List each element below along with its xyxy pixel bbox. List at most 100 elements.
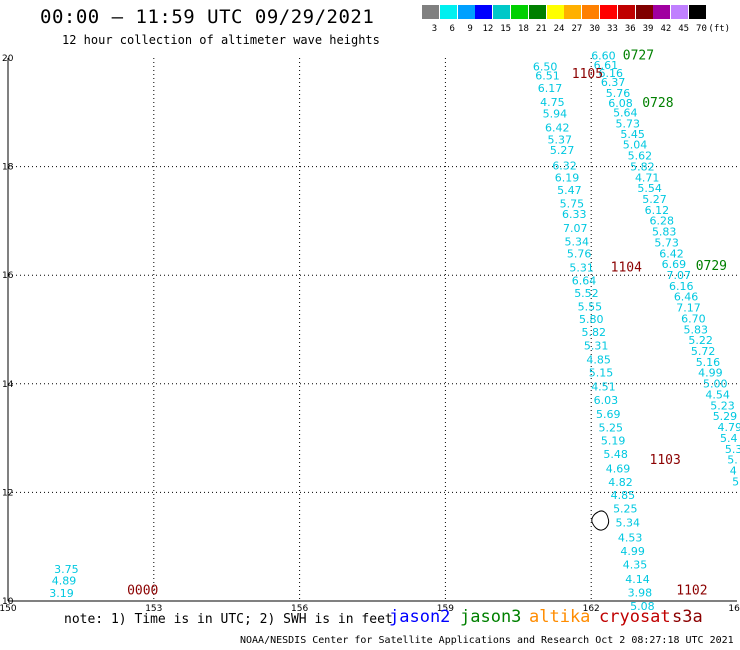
footnote: note: 1) Time is in UTC; 2) SWH is in fe… bbox=[64, 612, 393, 627]
color-swatch bbox=[582, 5, 600, 19]
wave-height-label: 4.69 bbox=[606, 462, 631, 475]
wave-height-label: 4.51 bbox=[591, 380, 616, 393]
color-bar-label: 3 bbox=[431, 24, 438, 34]
wave-height-label: 5.04 bbox=[623, 139, 648, 152]
wave-height-label: 6.50 bbox=[533, 60, 558, 73]
page-title: 00:00 – 11:59 UTC 09/29/2021 bbox=[40, 6, 375, 28]
wave-height-label: 6.46 bbox=[674, 291, 699, 304]
wave-height-label: 4.82 bbox=[608, 476, 633, 489]
color-bar-label: 39 bbox=[642, 24, 654, 34]
color-bar-label: 27 bbox=[571, 24, 583, 34]
color-swatch bbox=[546, 5, 564, 19]
wave-height-label: 4.35 bbox=[623, 558, 648, 571]
color-swatch bbox=[653, 5, 671, 19]
wave-height-label: 5.54 bbox=[637, 182, 662, 195]
wave-height-label: 5.75 bbox=[560, 197, 585, 210]
lon-tick-label: 162 bbox=[583, 604, 600, 614]
wave-height-label: 4.85 bbox=[586, 354, 611, 367]
lat-tick-label: 10 bbox=[2, 597, 14, 607]
wave-height-label: 6.37 bbox=[601, 76, 626, 89]
pass-time-label: 0727 bbox=[623, 49, 654, 64]
satellite-s3a: s3a bbox=[672, 607, 703, 627]
wave-height-label: 6.32 bbox=[552, 159, 577, 172]
pass-time-label: 1104 bbox=[611, 260, 642, 275]
wave-height-label: 5.23 bbox=[710, 399, 735, 412]
lat-tick-label: 18 bbox=[2, 163, 14, 173]
pass-time-label: 0728 bbox=[642, 96, 673, 111]
color-swatch bbox=[617, 5, 635, 19]
color-bar-label: 70 bbox=[696, 24, 707, 34]
color-bar-label: 36 bbox=[624, 24, 636, 34]
color-bar-label: 33 bbox=[607, 24, 618, 34]
pass-time-label: 1103 bbox=[650, 453, 681, 468]
lat-tick-label: 20 bbox=[2, 54, 14, 64]
color-bar-label: 12 bbox=[482, 24, 494, 34]
wave-height-label: 5.47 bbox=[557, 184, 582, 197]
wave-height-label: 4.14 bbox=[625, 573, 650, 586]
color-bar-label: 24 bbox=[553, 24, 565, 34]
color-bar-label: 45 bbox=[678, 24, 690, 34]
pass-time-label: 1105 bbox=[572, 67, 603, 82]
wave-height-label: 5.31 bbox=[569, 261, 594, 274]
lon-tick-label: 156 bbox=[291, 604, 308, 614]
wave-height-label: 4.71 bbox=[635, 171, 660, 184]
color-bar-label: 15 bbox=[500, 24, 512, 34]
color-bar-label: 6 bbox=[449, 24, 455, 34]
wave-height-label: 5.16 bbox=[696, 356, 721, 369]
wave-height-label: 5.80 bbox=[579, 313, 604, 326]
wave-height-label: 5.94 bbox=[543, 108, 568, 121]
wave-height-label: 4.99 bbox=[698, 367, 723, 380]
wave-height-label: 5 bbox=[732, 475, 739, 488]
wave-height-label: 5.82 bbox=[630, 160, 655, 173]
wave-height-label: 6.64 bbox=[572, 274, 597, 287]
color-bar-label: 30 bbox=[589, 24, 601, 34]
wave-height-label: 5.62 bbox=[628, 150, 653, 163]
wave-height-label: 6.28 bbox=[650, 215, 675, 228]
wave-height-label: 5.72 bbox=[691, 345, 716, 358]
wave-height-label: 5.22 bbox=[688, 334, 713, 347]
wave-height-label: 5.83 bbox=[652, 226, 677, 239]
page-subtitle: 12 hour collection of altimeter wave hei… bbox=[62, 33, 380, 47]
wave-height-label: 5.34 bbox=[616, 517, 641, 530]
wave-height-label: 7.17 bbox=[676, 302, 701, 315]
satellite-cryosat: cryosat bbox=[599, 607, 671, 627]
lat-tick-label: 14 bbox=[2, 380, 14, 390]
wave-height-label: 6.70 bbox=[681, 312, 706, 325]
wave-height-label: 5. bbox=[727, 454, 738, 467]
wave-height-label: 6.33 bbox=[562, 208, 587, 221]
lon-tick-label: 165 bbox=[728, 604, 740, 614]
wave-height-label: 5.3 bbox=[725, 443, 740, 456]
color-swatch bbox=[493, 5, 511, 19]
satellite-altika: altika bbox=[529, 607, 591, 627]
color-bar-label: 42 bbox=[660, 24, 672, 34]
wave-height-label: 5.76 bbox=[567, 247, 592, 260]
wave-height-label: 5.55 bbox=[578, 300, 603, 313]
wave-height-label: 3.19 bbox=[49, 587, 73, 600]
wave-height-label: 5.4 bbox=[720, 432, 738, 445]
wave-height-label: 5.34 bbox=[564, 235, 589, 248]
wave-height-label: 4.79 bbox=[718, 421, 740, 434]
wave-height-label: 5.48 bbox=[603, 448, 628, 461]
color-swatch bbox=[422, 5, 439, 19]
color-swatch bbox=[689, 5, 706, 19]
wave-height-label: 6.16 bbox=[669, 280, 694, 293]
lon-tick-label: 150 bbox=[0, 604, 17, 614]
wave-height-label: 5.25 bbox=[613, 502, 638, 515]
wave-height-label: 5.25 bbox=[598, 422, 623, 435]
color-swatch bbox=[475, 5, 493, 19]
wave-height-label: 5.19 bbox=[601, 435, 626, 448]
wave-height-label: 4.54 bbox=[705, 388, 730, 401]
lon-tick-label: 153 bbox=[145, 604, 162, 614]
wave-height-label: 4.99 bbox=[620, 545, 645, 558]
color-swatch bbox=[439, 5, 457, 19]
wave-height-label: 6.42 bbox=[545, 121, 570, 134]
color-bar-label: (ft) bbox=[708, 24, 731, 34]
color-bar-label: 18 bbox=[518, 24, 529, 34]
wave-height-label: 5.83 bbox=[684, 323, 709, 336]
color-swatch bbox=[511, 5, 528, 19]
color-swatch bbox=[528, 5, 546, 19]
color-swatch bbox=[457, 5, 475, 19]
wave-height-label: 5.37 bbox=[547, 133, 572, 146]
wave-height-label: 3.98 bbox=[628, 587, 653, 600]
